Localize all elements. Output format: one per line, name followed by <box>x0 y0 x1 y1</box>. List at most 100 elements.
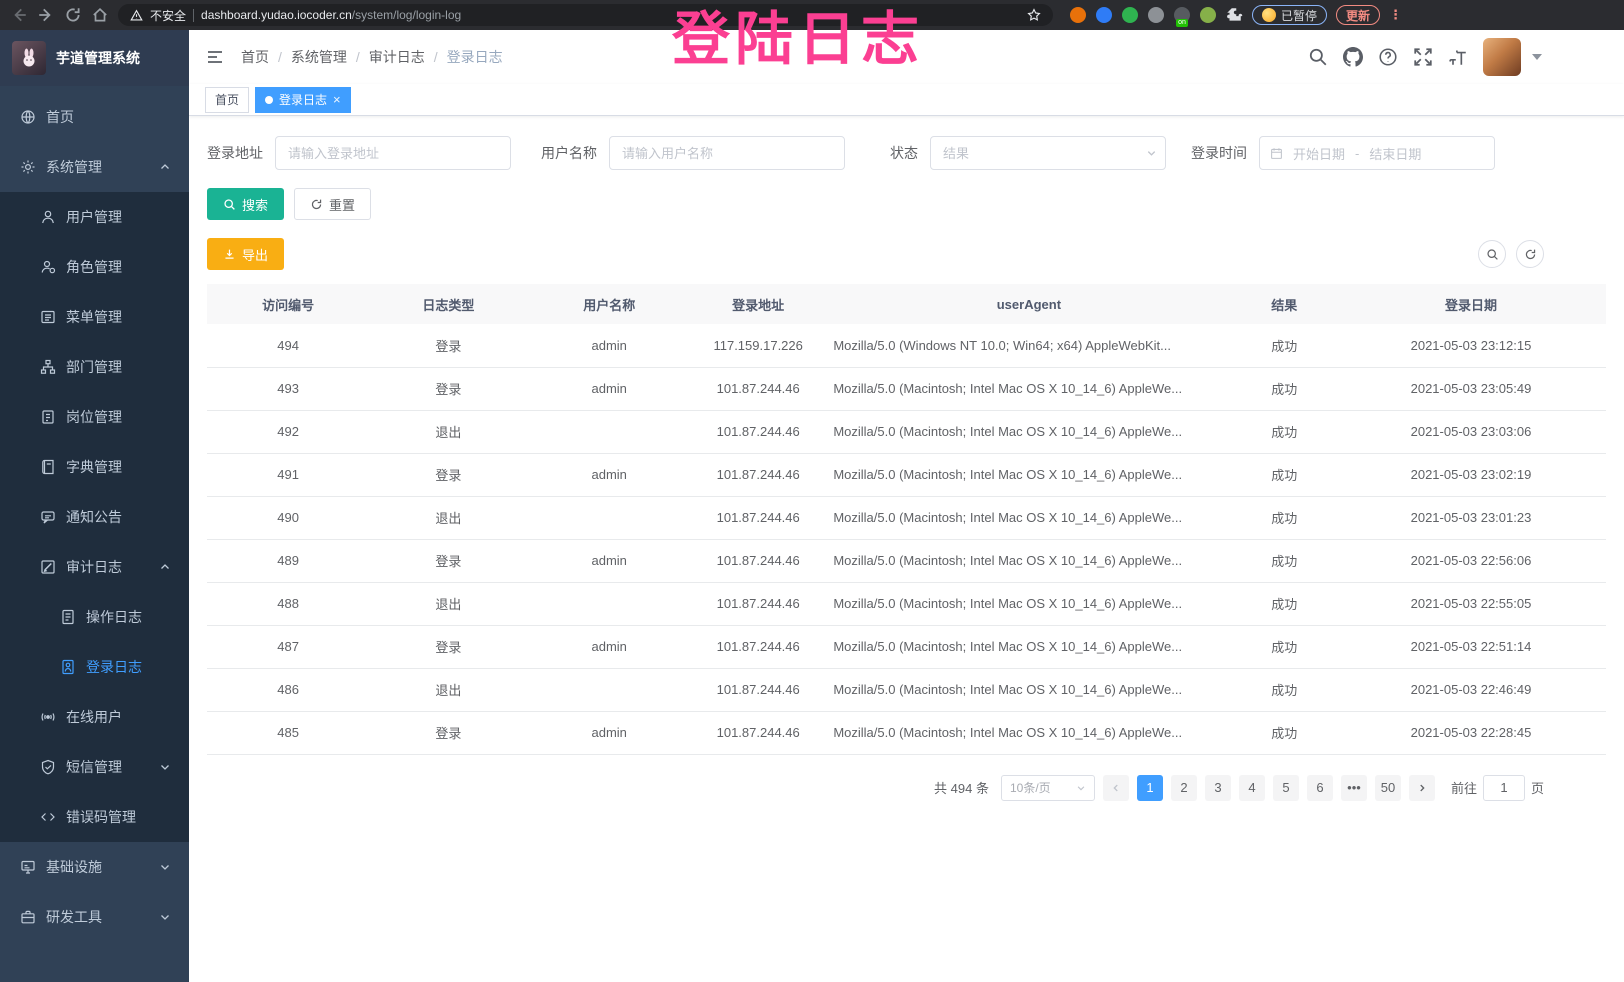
sidebar-item-label: 审计日志 <box>66 559 122 575</box>
table-cell: admin <box>527 625 692 669</box>
browser-menu-kebab-icon[interactable]: ⋮ <box>1389 7 1403 22</box>
page-button-6[interactable]: 6 <box>1306 774 1333 801</box>
table-cell: Mozilla/5.0 (Macintosh; Intel Mac OS X 1… <box>825 539 1233 583</box>
puzzle-extensions-icon[interactable] <box>1225 6 1243 24</box>
sidebar-item-operate-log[interactable]: 操作日志 <box>0 592 189 642</box>
extension-list-on-icon[interactable]: on <box>1174 7 1190 27</box>
sidebar-item-error-code[interactable]: 错误码管理 <box>0 792 189 842</box>
extension-orange-icon[interactable] <box>1070 7 1086 23</box>
sidebar-item-label: 角色管理 <box>66 259 122 275</box>
sidebar-item-dept[interactable]: 部门管理 <box>0 342 189 392</box>
table-row: 489 登录 admin 101.87.244.46 Mozilla/5.0 (Maci… <box>207 539 1606 583</box>
next-page-button[interactable] <box>1408 774 1435 801</box>
status-select[interactable] <box>930 136 1166 170</box>
app-logo-row[interactable]: 芋道管理系统 <box>0 30 189 86</box>
toggle-search-circle-button[interactable] <box>1478 240 1506 268</box>
table-row: 488 退出 101.87.244.46 Mozilla/5.0 (Macintosh… <box>207 582 1606 626</box>
table-row: 486 退出 101.87.244.46 Mozilla/5.0 (Macintosh… <box>207 668 1606 712</box>
browser-home-icon[interactable] <box>91 6 109 24</box>
sidebar-item-dev-tool[interactable]: 研发工具 <box>0 892 189 942</box>
bookmark-star-icon[interactable] <box>1027 8 1041 22</box>
sidebar-item-user[interactable]: 用户管理 <box>0 192 189 242</box>
app-logo <box>12 41 46 75</box>
export-button[interactable]: 导出 <box>207 238 285 270</box>
tag-label: 登录日志 <box>279 93 328 107</box>
table-cell: 493 <box>207 367 370 411</box>
fullscreen-icon[interactable] <box>1413 47 1433 67</box>
date-start-placeholder: 开始日期 <box>1293 146 1346 162</box>
tag-home[interactable]: 首页 <box>205 86 250 113</box>
table-cell: admin <box>527 324 692 368</box>
login-address-input[interactable] <box>275 136 511 170</box>
login-log-icon <box>60 659 76 675</box>
browser-reload-icon[interactable] <box>64 6 82 24</box>
table-cell: 成功 <box>1232 324 1336 368</box>
prev-page-button[interactable] <box>1102 774 1129 801</box>
user-avatar[interactable] <box>1483 38 1521 76</box>
table-cell: 登录 <box>369 367 528 411</box>
github-icon[interactable] <box>1343 47 1363 67</box>
page-size-chevron-down-icon <box>1076 783 1086 793</box>
page-more-button[interactable]: ••• <box>1340 774 1367 801</box>
login-time-range-picker[interactable]: 开始日期 - 结束日期 <box>1259 136 1495 170</box>
extension-blue-gem-icon[interactable] <box>1096 7 1112 23</box>
browser-back-icon[interactable] <box>10 6 28 24</box>
sidebar-item-audit-log[interactable]: 审计日志 <box>0 542 189 592</box>
extension-gray-grid-icon[interactable] <box>1148 7 1164 23</box>
table-row: 490 退出 101.87.244.46 Mozilla/5.0 (Macintosh… <box>207 496 1606 540</box>
infra-icon <box>20 859 36 875</box>
column-header: 结果 <box>1232 284 1336 324</box>
table-cell: 登录 <box>369 711 528 755</box>
status-select-input[interactable] <box>930 136 1166 170</box>
sidebar-item-home[interactable]: 首页 <box>0 92 189 142</box>
sidebar-item-role[interactable]: 角色管理 <box>0 242 189 292</box>
goto-page-input[interactable] <box>1482 774 1525 801</box>
avatar-caret-down-icon[interactable] <box>1532 54 1542 60</box>
sidebar-toggle-icon[interactable] <box>205 47 225 67</box>
table-cell: 退出 <box>369 496 528 540</box>
browser-forward-icon[interactable] <box>37 6 55 24</box>
sidebar-item-system[interactable]: 系统管理 <box>0 142 189 192</box>
sidebar-item-label: 研发工具 <box>46 909 102 925</box>
sidebar-item-infra[interactable]: 基础设施 <box>0 842 189 892</box>
page-button-4[interactable]: 4 <box>1238 774 1265 801</box>
breadcrumb-item[interactable]: 首页 <box>241 49 269 65</box>
tag-login-log[interactable]: 登录日志 × <box>255 86 351 113</box>
table-cell: 2021-05-03 23:01:23 <box>1335 496 1606 540</box>
reset-button[interactable]: 重置 <box>294 188 372 220</box>
search-icon[interactable] <box>1308 47 1328 67</box>
address-bar[interactable]: 不安全 dashboard.yudao.iocoder.cn/system/lo… <box>118 4 1053 26</box>
page-button-50[interactable]: 50 <box>1374 774 1401 801</box>
sidebar-item-dict[interactable]: 字典管理 <box>0 442 189 492</box>
refresh-circle-button[interactable] <box>1516 240 1544 268</box>
username-input[interactable] <box>609 136 845 170</box>
docs-question-icon[interactable] <box>1378 47 1398 67</box>
sidebar-item-post[interactable]: 岗位管理 <box>0 392 189 442</box>
sidebar-item-login-log[interactable]: 登录日志 <box>0 642 189 692</box>
breadcrumb-separator: / <box>433 49 438 65</box>
breadcrumb-item[interactable]: 审计日志 <box>368 49 425 65</box>
page-button-3[interactable]: 3 <box>1204 774 1231 801</box>
page-size-select[interactable]: 10条/页 <box>1000 774 1095 801</box>
search-button[interactable]: 搜索 <box>207 188 285 220</box>
extension-green-leaf-icon[interactable] <box>1200 7 1216 23</box>
extension-green-circle-icon[interactable] <box>1122 7 1138 23</box>
sidebar-item-online-user[interactable]: 在线用户 <box>0 692 189 742</box>
sidebar-item-notice[interactable]: 通知公告 <box>0 492 189 542</box>
breadcrumb-item[interactable]: 系统管理 <box>290 49 347 65</box>
breadcrumb-item: 登录日志 <box>446 49 503 65</box>
browser-update-button[interactable]: 更新 <box>1336 5 1381 25</box>
page-button-5[interactable]: 5 <box>1272 774 1299 801</box>
page-button-1[interactable]: 1 <box>1136 774 1163 801</box>
tag-close-icon[interactable]: × <box>333 92 341 107</box>
table-cell: 2021-05-03 23:05:49 <box>1335 367 1606 411</box>
sidebar-item-label: 字典管理 <box>66 459 122 475</box>
tool-icon <box>20 909 36 925</box>
table-cell: 117.159.17.226 <box>691 324 826 368</box>
table-cell: 101.87.244.46 <box>691 410 826 454</box>
font-size-icon[interactable] <box>1448 47 1468 67</box>
sidebar-item-menu[interactable]: 菜单管理 <box>0 292 189 342</box>
page-button-2[interactable]: 2 <box>1170 774 1197 801</box>
profile-paused-badge[interactable]: 已暂停 <box>1252 5 1328 25</box>
sidebar-item-sms[interactable]: 短信管理 <box>0 742 189 792</box>
